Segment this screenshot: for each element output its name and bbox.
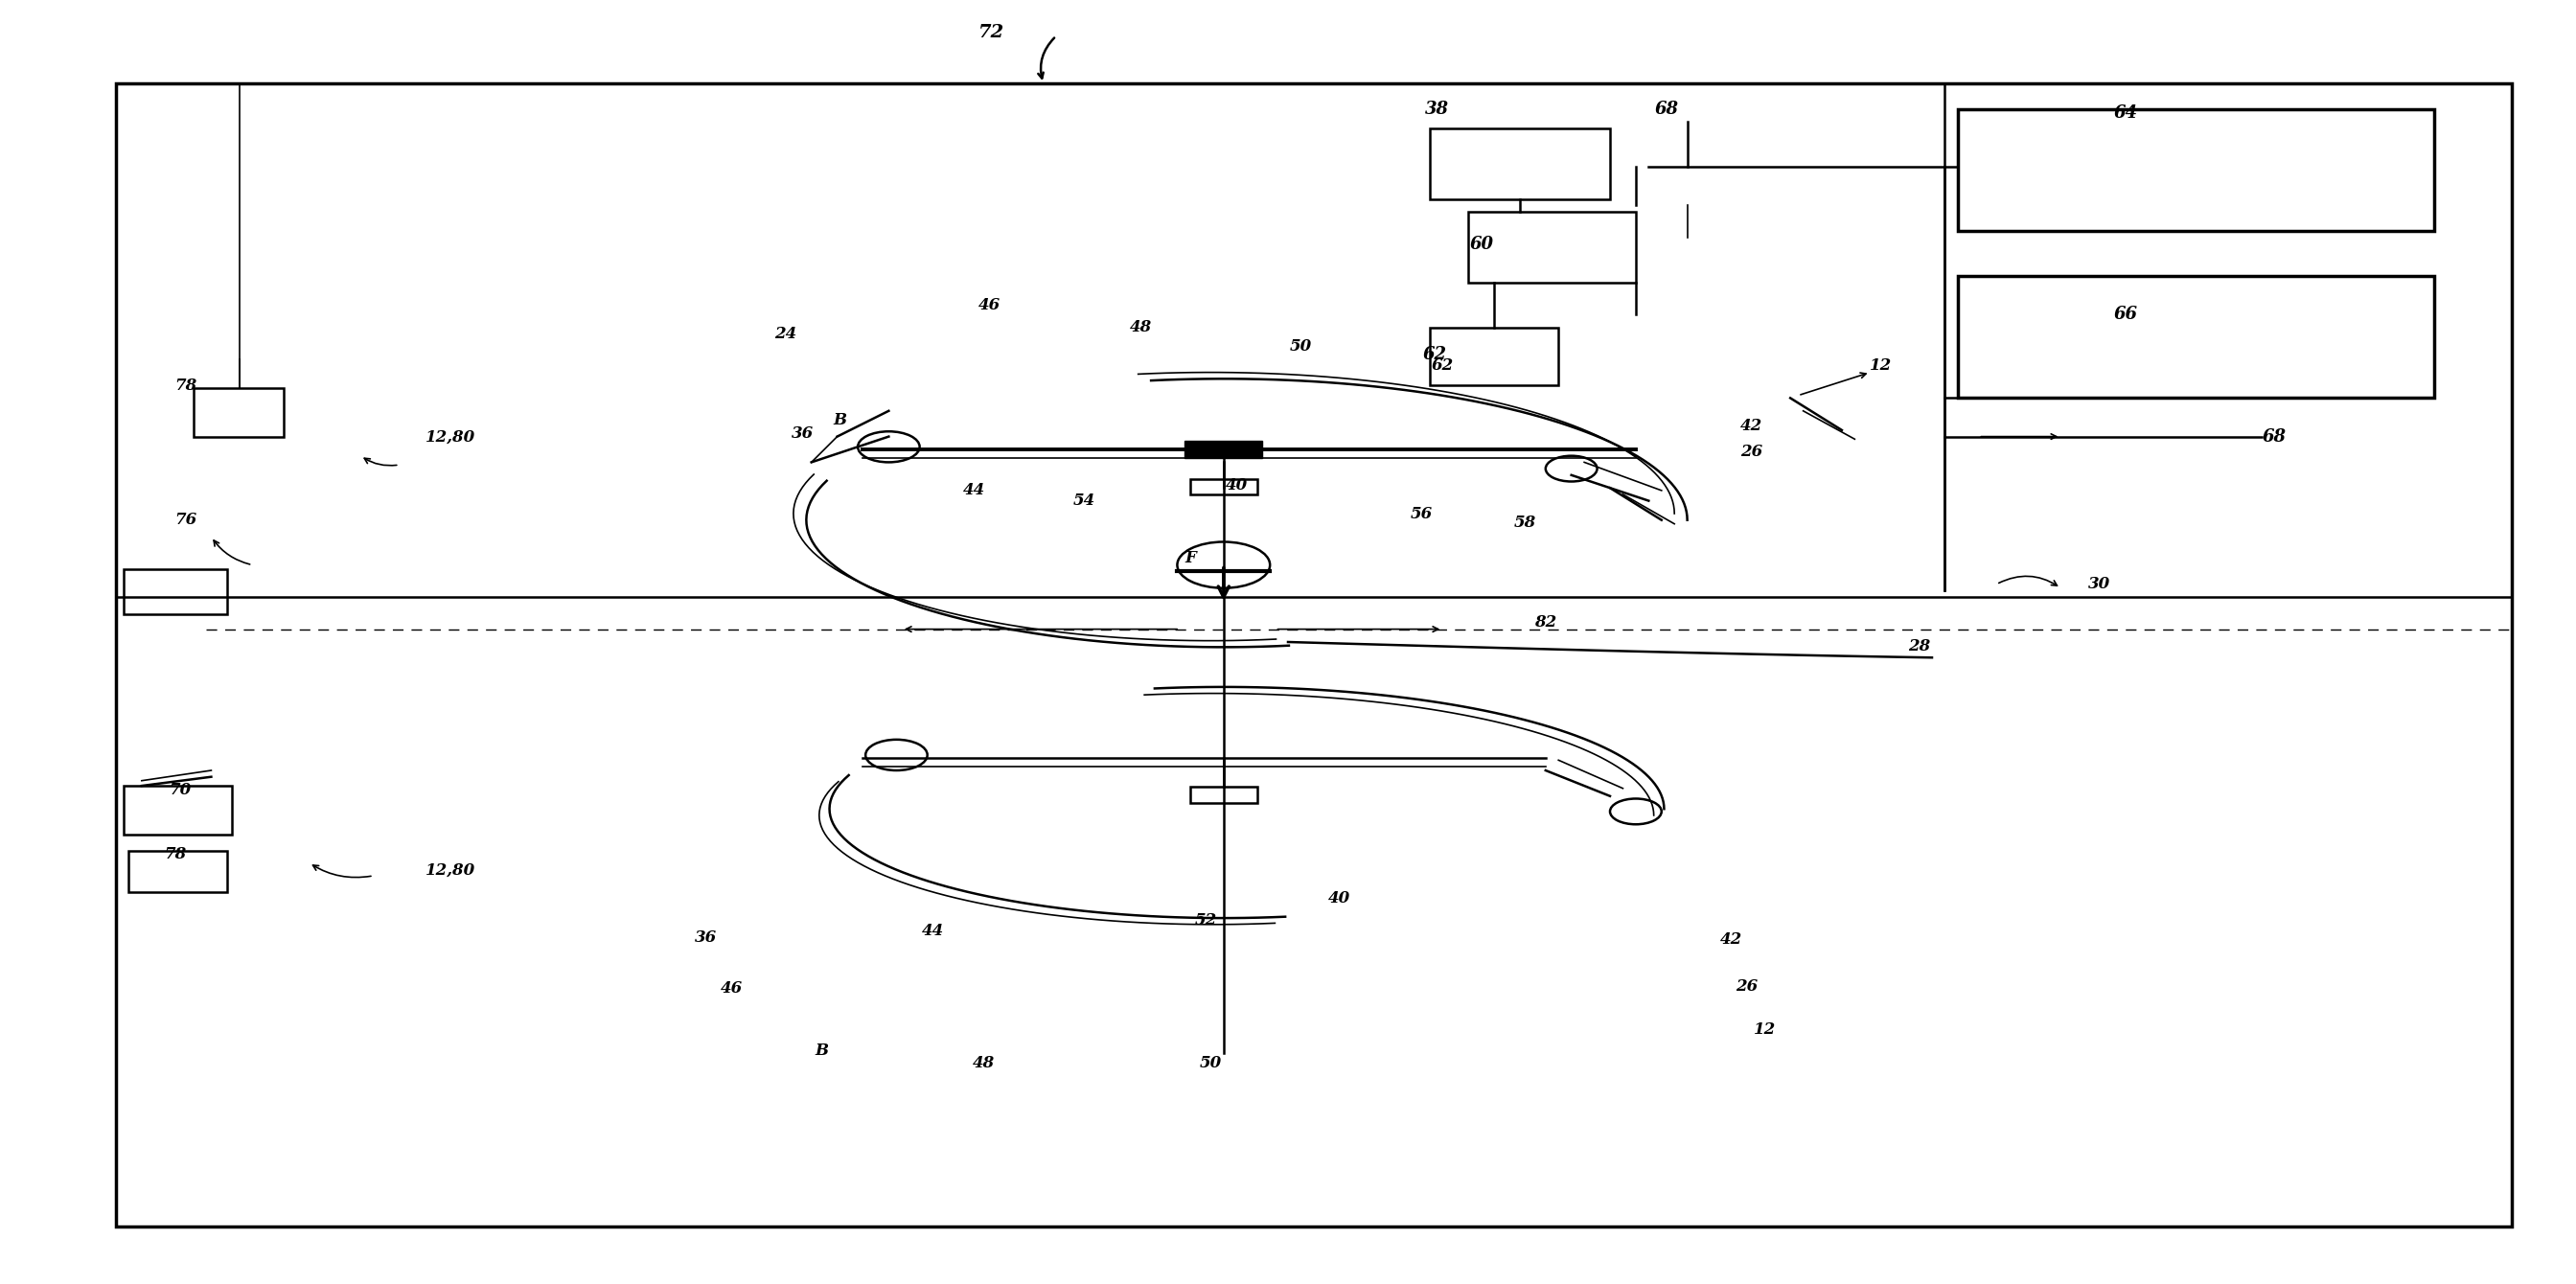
Text: 52: 52 bbox=[1195, 913, 1216, 928]
Text: 64: 64 bbox=[2112, 104, 2138, 122]
Text: B: B bbox=[832, 412, 848, 428]
Text: 78: 78 bbox=[165, 846, 185, 862]
Text: 26: 26 bbox=[1736, 978, 1757, 994]
Text: 42: 42 bbox=[1721, 932, 1741, 948]
Text: 28: 28 bbox=[1909, 638, 1929, 654]
Text: 26: 26 bbox=[1741, 444, 1762, 460]
Text: 24: 24 bbox=[775, 326, 796, 342]
Text: 54: 54 bbox=[1074, 493, 1095, 508]
Text: 60: 60 bbox=[1468, 235, 1494, 253]
Text: 68: 68 bbox=[1654, 100, 1680, 118]
Text: 38: 38 bbox=[1425, 100, 1450, 118]
Text: 12: 12 bbox=[1754, 1022, 1775, 1037]
Bar bbox=[129, 851, 227, 892]
Text: 36: 36 bbox=[696, 930, 716, 945]
Text: 40: 40 bbox=[1226, 478, 1247, 493]
Text: 58: 58 bbox=[1515, 515, 1535, 530]
Text: 70: 70 bbox=[170, 782, 191, 797]
Bar bbox=[124, 569, 227, 614]
Bar bbox=[1190, 479, 1257, 494]
Text: 42: 42 bbox=[1741, 419, 1762, 434]
Bar bbox=[193, 388, 283, 437]
Text: 78: 78 bbox=[175, 377, 196, 393]
Text: 62: 62 bbox=[1422, 345, 1448, 363]
Text: 46: 46 bbox=[979, 298, 999, 313]
Text: 44: 44 bbox=[963, 483, 984, 498]
Text: 36: 36 bbox=[791, 426, 814, 442]
Text: 12,80: 12,80 bbox=[425, 863, 477, 878]
Text: 48: 48 bbox=[1131, 320, 1151, 335]
Bar bbox=[1185, 440, 1262, 458]
Text: 50: 50 bbox=[1200, 1055, 1221, 1071]
Text: 12: 12 bbox=[1870, 358, 1891, 374]
Bar bbox=[1190, 787, 1257, 802]
Text: 46: 46 bbox=[721, 981, 742, 996]
Text: 56: 56 bbox=[1412, 506, 1432, 521]
Text: 66: 66 bbox=[2112, 306, 2138, 324]
Text: 82: 82 bbox=[1535, 615, 1556, 630]
Text: B: B bbox=[814, 1043, 829, 1058]
Text: 62: 62 bbox=[1432, 358, 1453, 374]
Text: 72: 72 bbox=[979, 23, 1005, 41]
Text: 50: 50 bbox=[1291, 339, 1311, 354]
Text: 48: 48 bbox=[974, 1055, 994, 1071]
Bar bbox=[124, 786, 232, 835]
Text: 44: 44 bbox=[922, 923, 943, 939]
Text: 12,80: 12,80 bbox=[425, 429, 477, 444]
Text: 30: 30 bbox=[2089, 577, 2110, 592]
Text: 68: 68 bbox=[2262, 428, 2287, 446]
Text: 76: 76 bbox=[175, 512, 196, 528]
Text: 40: 40 bbox=[1329, 891, 1350, 907]
Text: F: F bbox=[1185, 551, 1195, 566]
